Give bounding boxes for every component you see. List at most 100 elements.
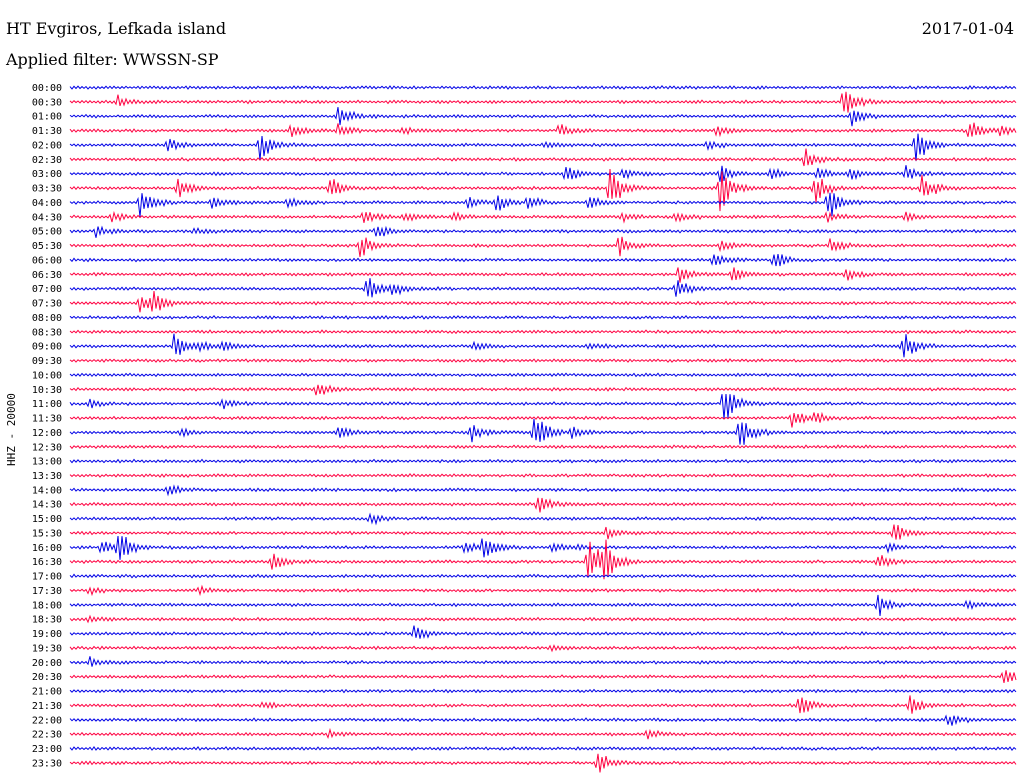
time-label: 11:00 xyxy=(32,399,62,410)
trace-line xyxy=(69,497,1017,513)
trace-line xyxy=(69,535,1017,560)
time-label: 01:30 xyxy=(32,126,62,137)
time-label: 07:30 xyxy=(32,299,62,310)
trace-line xyxy=(69,236,1017,258)
time-label: 21:30 xyxy=(32,701,62,712)
station-title: HT Evgiros, Lefkada island xyxy=(6,19,227,38)
trace-line xyxy=(69,107,1017,127)
trace-line xyxy=(69,524,1017,540)
trace-rows xyxy=(69,84,1017,773)
trace-line xyxy=(69,473,1017,479)
trace-line xyxy=(69,333,1017,358)
trace-line xyxy=(69,267,1017,283)
trace-line xyxy=(69,84,1017,90)
trace-line xyxy=(69,670,1017,684)
trace-line xyxy=(69,411,1017,428)
time-label: 05:30 xyxy=(32,241,62,252)
trace-line xyxy=(69,358,1017,363)
time-label: 08:30 xyxy=(32,327,62,338)
trace-line xyxy=(69,512,1017,526)
time-label: 06:00 xyxy=(32,255,62,266)
time-label: 04:30 xyxy=(32,212,62,223)
record-date: 2017-01-04 xyxy=(921,19,1014,38)
time-label: 19:30 xyxy=(32,643,62,654)
time-label: 02:30 xyxy=(32,155,62,166)
time-label: 15:00 xyxy=(32,514,62,525)
time-label: 18:30 xyxy=(32,615,62,626)
trace-line xyxy=(69,644,1017,653)
time-label: 03:00 xyxy=(32,169,62,180)
time-label: 15:30 xyxy=(32,528,62,539)
trace-line xyxy=(69,210,1017,224)
time-label: 00:00 xyxy=(32,83,62,94)
trace-line xyxy=(69,418,1017,445)
trace-line xyxy=(69,484,1017,497)
time-label: 19:00 xyxy=(32,629,62,640)
filter-label: Applied filter: WWSSN-SP xyxy=(6,50,219,69)
trace-line xyxy=(69,290,1017,313)
trace-line xyxy=(69,614,1017,624)
trace-line xyxy=(69,594,1017,617)
trace-line xyxy=(69,122,1017,138)
trace-line xyxy=(69,165,1017,182)
time-label: 14:30 xyxy=(32,500,62,511)
trace-line xyxy=(69,695,1017,714)
trace-line xyxy=(69,625,1017,639)
time-label: 04:00 xyxy=(32,198,62,209)
time-label: 16:00 xyxy=(32,543,62,554)
time-label: 09:30 xyxy=(32,356,62,367)
trace-line xyxy=(69,91,1017,113)
time-label: 22:00 xyxy=(32,715,62,726)
trace-line xyxy=(69,394,1017,419)
time-label: 13:00 xyxy=(32,457,62,468)
time-label: 20:30 xyxy=(32,672,62,683)
time-label: 05:00 xyxy=(32,227,62,238)
time-label: 08:00 xyxy=(32,313,62,324)
time-label: 07:00 xyxy=(32,284,62,295)
time-label: 13:30 xyxy=(32,471,62,482)
trace-line xyxy=(69,168,1017,212)
time-label: 00:30 xyxy=(32,97,62,108)
trace-line xyxy=(69,688,1017,694)
trace-line xyxy=(69,278,1017,298)
trace-line xyxy=(69,329,1017,335)
trace-line xyxy=(69,727,1017,740)
trace-line xyxy=(69,444,1017,450)
time-label: 16:30 xyxy=(32,557,62,568)
time-label: 12:00 xyxy=(32,428,62,439)
trace-line xyxy=(69,458,1017,464)
trace-line xyxy=(69,584,1017,597)
time-label: 06:30 xyxy=(32,270,62,281)
trace-line xyxy=(69,192,1017,218)
channel-axis-label-text: HHZ - 20000 xyxy=(5,393,18,466)
trace-line xyxy=(69,656,1017,667)
time-label: 14:00 xyxy=(32,485,62,496)
trace-line xyxy=(69,753,1017,773)
trace-line xyxy=(69,539,1017,580)
trace-line xyxy=(69,372,1017,378)
time-labels: 00:00 00:30 01:00 01:30 02:00 02:30 03:00 03:30… xyxy=(32,83,62,769)
time-label: 17:30 xyxy=(32,586,62,597)
time-label: 21:00 xyxy=(32,687,62,698)
time-label: 17:00 xyxy=(32,572,62,583)
trace-line xyxy=(69,314,1017,320)
trace-line xyxy=(69,133,1017,162)
time-label: 10:30 xyxy=(32,385,62,396)
trace-line xyxy=(69,225,1017,238)
time-label: 01:00 xyxy=(32,112,62,123)
time-label: 10:00 xyxy=(32,370,62,381)
time-label: 03:30 xyxy=(32,184,62,195)
trace-line xyxy=(69,714,1017,726)
time-label: 22:30 xyxy=(32,730,62,741)
time-label: 20:00 xyxy=(32,658,62,669)
time-label: 02:00 xyxy=(32,140,62,151)
time-label: 23:00 xyxy=(32,744,62,755)
time-label: 23:30 xyxy=(32,758,62,769)
trace-line xyxy=(69,745,1017,752)
time-label: 11:30 xyxy=(32,414,62,425)
time-label: 18:00 xyxy=(32,600,62,611)
time-label: 12:30 xyxy=(32,442,62,453)
trace-line xyxy=(69,573,1017,579)
